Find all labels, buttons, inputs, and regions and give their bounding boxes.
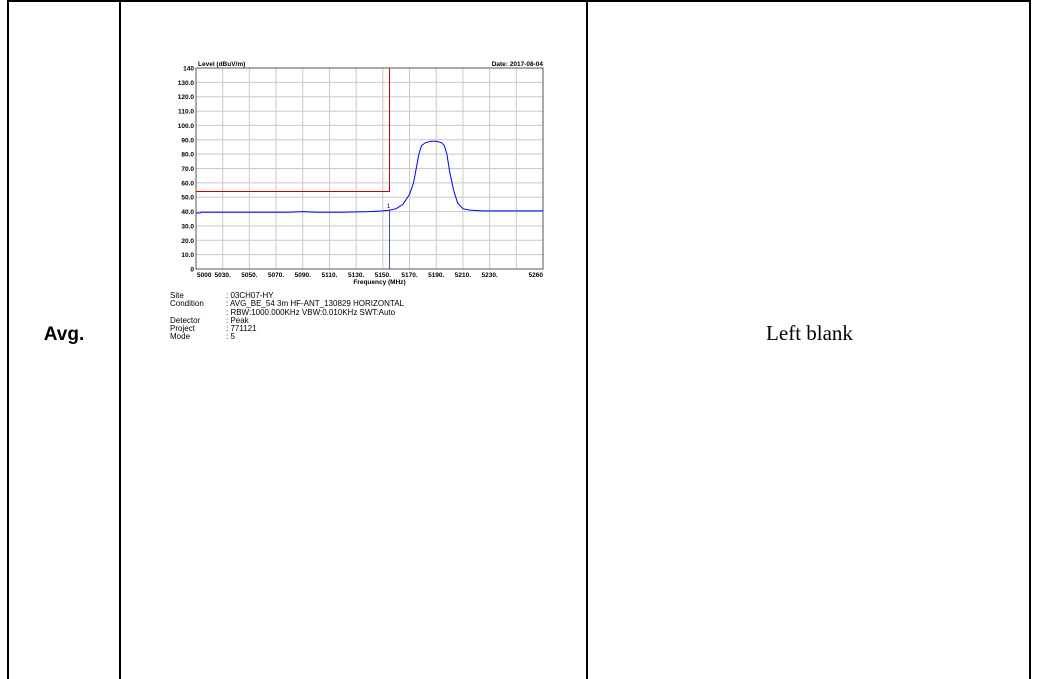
- y-tick-label: 140: [183, 66, 194, 73]
- info-row: Condition : AVG_BE_54 3m HF-ANT_130829 HO…: [170, 299, 404, 309]
- x-tick-label: 5110.: [322, 272, 338, 279]
- info-key: Condition: [170, 299, 204, 309]
- y-tick-label: 100.0: [178, 123, 195, 130]
- x-tick-label: 5260: [529, 272, 544, 279]
- y-tick-label: 50.0: [181, 195, 194, 202]
- plot-frame: [195, 67, 544, 270]
- info-value: : AVG_BE_54 3m HF-ANT_130829 HORIZONTAL: [226, 299, 404, 309]
- info-value: : 771121: [226, 324, 257, 334]
- y-tick-label: 70.0: [181, 166, 194, 173]
- x-tick-label: 5210.: [455, 272, 471, 279]
- info-value: : 5: [226, 332, 235, 342]
- info-row: Project : 771121: [170, 324, 404, 334]
- x-tick-label: 5090.: [295, 272, 311, 279]
- results-table: Avg. Left blank: [7, 0, 1031, 679]
- info-key: Detector: [170, 315, 201, 325]
- spectrum-trace: [196, 140, 543, 214]
- y-tick-label: 0: [190, 267, 194, 274]
- y-tick-label: 20.0: [181, 238, 194, 245]
- y-tick-label: 40.0: [181, 209, 194, 216]
- y-tick-label: 60.0: [181, 180, 194, 187]
- info-row: Site : 03CH07-HY: [170, 291, 404, 300]
- column-divider-2: [586, 2, 588, 679]
- measurement-info: Site : 03CH07-HY Condition : AVG_BE_54 3m …: [170, 291, 404, 342]
- info-key: Project: [170, 324, 195, 334]
- marker-label: 1: [387, 204, 391, 210]
- info-row: Mode : 5: [170, 332, 404, 342]
- blank-text: Left blank: [766, 321, 853, 345]
- x-tick-label: 5030.: [215, 272, 231, 279]
- x-tick-label: 5170.: [401, 272, 417, 279]
- info-key: Mode: [170, 332, 191, 342]
- info-value: : Peak: [226, 315, 249, 325]
- x-tick-label: 5000: [197, 272, 212, 279]
- row-label: Avg.: [43, 323, 85, 345]
- y-tick-label: 130.0: [178, 80, 195, 87]
- y-tick-label: 10.0: [181, 252, 194, 259]
- info-value: : RBW:1000.000KHz VBW:0.010KHz SWT:Auto: [226, 307, 396, 317]
- y-tick-label: 90.0: [181, 137, 194, 144]
- spectrum-chart-svg: 0 10.0 20.0 30.0 40.0 50.0 60.0 70.0 80.0 90.0 100…: [178, 61, 544, 286]
- info-row: Detector : Peak: [170, 315, 404, 325]
- blank-cell: Left blank: [588, 2, 1031, 679]
- info-value: : 03CH07-HY: [226, 291, 274, 300]
- info-key: Site: [170, 291, 184, 300]
- x-tick-label: 5130.: [348, 272, 364, 279]
- y-tick-label: 120.0: [178, 94, 195, 101]
- y-tick-label: 30.0: [181, 223, 194, 230]
- info-row: : RBW:1000.000KHz VBW:0.010KHz SWT:Auto: [170, 307, 404, 317]
- spectrum-chart: 0 10.0 20.0 30.0 40.0 50.0 60.0 70.0 80.0 90.0 100…: [142, 55, 552, 375]
- row-label-cell: Avg.: [9, 2, 119, 679]
- x-tick-label: 5230.: [481, 272, 497, 279]
- x-tick-label: 5150.: [375, 272, 391, 279]
- x-axis-label: Frequency (MHz): [353, 279, 405, 286]
- x-tick-label: 5050.: [241, 272, 257, 279]
- limit-line: [196, 68, 391, 192]
- x-tick-label: 5190.: [428, 272, 444, 279]
- y-tick-label: 80.0: [181, 152, 194, 159]
- y-axis-label: Level (dBuV/m): [198, 61, 245, 68]
- date-label: Date: 2017-08-04: [492, 61, 544, 68]
- y-tick-label: 110.0: [178, 109, 194, 116]
- column-divider-1: [119, 2, 121, 679]
- x-tick-label: 5070.: [268, 272, 284, 279]
